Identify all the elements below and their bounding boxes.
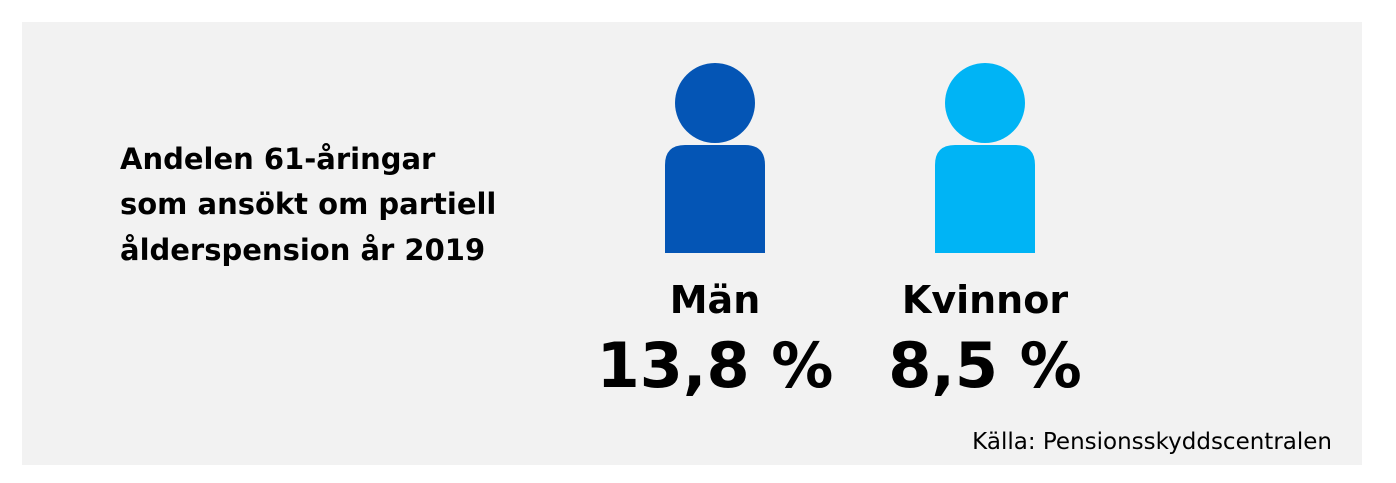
group-value: 13,8 % bbox=[597, 329, 834, 402]
group-label: Kvinnor bbox=[902, 278, 1068, 322]
title-line: Andelen 61-åringar bbox=[120, 142, 436, 176]
person-head bbox=[675, 63, 755, 143]
title-line: ålderspension år 2019 bbox=[120, 233, 485, 267]
group-label: Män bbox=[670, 278, 761, 322]
person-head bbox=[945, 63, 1025, 143]
person-body bbox=[935, 145, 1035, 253]
title-line: som ansökt om partiell bbox=[120, 187, 496, 221]
person-body bbox=[665, 145, 765, 253]
group-value: 8,5 % bbox=[888, 329, 1082, 402]
source: Källa: Pensionsskyddscentralen bbox=[972, 429, 1332, 455]
